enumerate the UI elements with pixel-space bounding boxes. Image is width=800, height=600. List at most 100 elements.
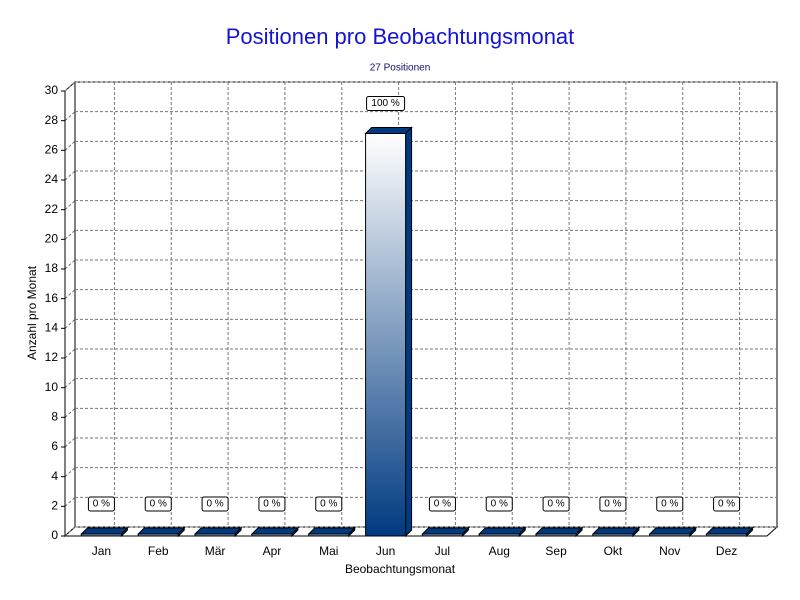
bar bbox=[478, 533, 520, 537]
bar bbox=[194, 533, 236, 537]
y-tick-label: 2 bbox=[51, 499, 58, 513]
y-tick-label: 14 bbox=[45, 321, 59, 335]
bar bbox=[80, 533, 122, 537]
grid-line bbox=[64, 170, 76, 181]
value-label-box bbox=[144, 496, 172, 512]
value-label: 100 % bbox=[371, 98, 399, 109]
x-tick-label: Aug bbox=[489, 544, 510, 558]
value-label: 0 % bbox=[491, 499, 508, 510]
value-label-box bbox=[315, 496, 343, 512]
bar-top bbox=[193, 527, 243, 535]
grid-line bbox=[64, 289, 76, 300]
bar-top bbox=[478, 527, 527, 535]
grid-line bbox=[64, 496, 76, 507]
x-tick-label: Mär bbox=[205, 544, 226, 558]
y-tick-label: 12 bbox=[45, 350, 59, 364]
grid-line bbox=[64, 407, 76, 418]
bar bbox=[535, 533, 577, 537]
x-tick-label: Apr bbox=[263, 544, 282, 558]
value-label-box bbox=[258, 496, 286, 512]
value-label-box bbox=[713, 496, 741, 512]
value-label: 0 % bbox=[263, 499, 280, 510]
grid-line bbox=[64, 111, 76, 122]
bar-top bbox=[421, 527, 470, 535]
bar-top bbox=[364, 127, 413, 134]
x-tick-label: Okt bbox=[604, 544, 623, 558]
y-tick-label: 22 bbox=[45, 202, 59, 216]
bar-side bbox=[405, 126, 413, 538]
bar-top bbox=[705, 527, 754, 535]
bar-top bbox=[534, 527, 584, 535]
value-label: 0 % bbox=[206, 499, 223, 510]
y-tick-label: 6 bbox=[51, 439, 58, 453]
chart-subtitle: 27 Positionen bbox=[370, 63, 431, 74]
value-label: 0 % bbox=[434, 499, 451, 510]
x-tick-label: Dez bbox=[716, 544, 737, 558]
y-tick-label: 30 bbox=[45, 83, 59, 97]
value-label: 0 % bbox=[93, 499, 110, 510]
bar bbox=[137, 533, 179, 537]
y-tick-label: 8 bbox=[51, 410, 58, 424]
bar-top bbox=[250, 527, 300, 535]
grid-line bbox=[64, 526, 76, 537]
value-label: 0 % bbox=[547, 499, 564, 510]
y-tick-label: 24 bbox=[45, 172, 59, 186]
value-label: 0 % bbox=[718, 499, 735, 510]
value-label: 0 % bbox=[604, 499, 621, 510]
y-tick-label: 26 bbox=[45, 143, 59, 157]
bar bbox=[592, 533, 634, 537]
value-label-box bbox=[485, 496, 513, 512]
bar-top bbox=[648, 527, 697, 535]
grid-line bbox=[64, 437, 76, 448]
bar bbox=[365, 133, 407, 537]
x-tick-label: Jul bbox=[435, 544, 450, 558]
y-tick-label: 10 bbox=[45, 380, 59, 394]
bar-top bbox=[307, 527, 356, 535]
grid-line bbox=[64, 140, 76, 151]
grid-line bbox=[64, 259, 76, 270]
y-tick-label: 18 bbox=[45, 261, 59, 275]
x-tick-label: Mai bbox=[319, 544, 338, 558]
y-tick-label: 0 bbox=[51, 528, 58, 542]
bar bbox=[649, 533, 691, 537]
value-label-box bbox=[599, 496, 627, 512]
side-wall bbox=[64, 80, 76, 538]
bar bbox=[308, 533, 350, 537]
x-tick-label: Jan bbox=[92, 544, 111, 558]
y-tick-label: 4 bbox=[51, 469, 58, 483]
value-label-box bbox=[428, 496, 456, 512]
bar-top bbox=[591, 527, 641, 535]
x-tick-label: Nov bbox=[659, 544, 680, 558]
grid-line bbox=[64, 200, 76, 211]
grid-line bbox=[64, 229, 76, 240]
grid-line bbox=[64, 348, 76, 359]
value-label-box bbox=[656, 496, 684, 512]
grid-line bbox=[64, 378, 76, 389]
value-label-box bbox=[87, 496, 115, 512]
bar-top bbox=[80, 527, 129, 535]
chart-title: Positionen pro Beobachtungsmonat bbox=[226, 24, 575, 49]
bar bbox=[421, 533, 463, 537]
x-tick-label: Jun bbox=[376, 544, 395, 558]
back-wall bbox=[74, 81, 778, 528]
y-tick-label: 16 bbox=[45, 291, 59, 305]
y-axis-label: Anzahl pro Monat bbox=[25, 265, 39, 360]
value-label: 0 % bbox=[661, 499, 678, 510]
x-axis-label: Beobachtungsmonat bbox=[345, 562, 456, 576]
y-tick-label: 20 bbox=[45, 232, 59, 246]
grid-line bbox=[64, 81, 76, 92]
grid-line bbox=[64, 318, 76, 329]
bar bbox=[706, 533, 748, 537]
y-tick-label: 28 bbox=[45, 113, 59, 127]
x-tick-label: Sep bbox=[545, 544, 567, 558]
value-label: 0 % bbox=[150, 499, 167, 510]
value-label: 0 % bbox=[320, 499, 337, 510]
value-label-box bbox=[542, 496, 570, 512]
value-label-box bbox=[366, 96, 406, 111]
x-tick-label: Feb bbox=[148, 544, 169, 558]
value-label-box bbox=[201, 496, 229, 512]
grid-line bbox=[64, 467, 76, 478]
bar-top bbox=[137, 527, 186, 535]
